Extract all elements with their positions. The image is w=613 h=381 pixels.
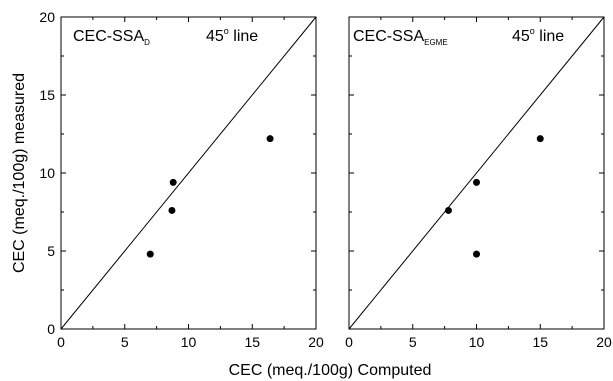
left-y-tick-label: 5	[47, 243, 55, 259]
left-y-tick-label: 20	[39, 9, 55, 25]
left-45-degree-line	[60, 16, 317, 330]
left-panel: 0 5 10 15 20 0 5 10 15 20 CEC-SSAD 45o line	[39, 9, 324, 350]
right-line-annotation: 45o line	[512, 26, 564, 45]
left-y-tick-label: 10	[39, 165, 55, 181]
left-panel-label: CEC-SSAD	[73, 28, 150, 47]
right-x-tick-label: 20	[596, 334, 612, 350]
right-45-degree-line	[348, 16, 605, 330]
right-x-tick-label: 5	[409, 334, 417, 350]
right-data-point	[536, 135, 544, 143]
left-x-tick-label: 10	[181, 334, 197, 350]
left-x-tick-label: 5	[121, 334, 129, 350]
right-x-tick-label: 0	[345, 334, 353, 350]
left-data-point	[169, 178, 177, 186]
left-data-point	[168, 206, 176, 214]
left-data-point	[146, 250, 154, 258]
right-x-tick-label: 10	[469, 334, 485, 350]
right-panel-label: CEC-SSAEGME	[353, 28, 448, 47]
left-x-tick-label: 20	[308, 334, 324, 350]
right-data-point	[444, 206, 452, 214]
left-data-point	[266, 135, 274, 143]
left-x-tick-label: 0	[57, 334, 65, 350]
left-x-tick-label: 15	[244, 334, 260, 350]
right-data-point	[473, 178, 480, 186]
right-x-tick-label: 15	[532, 334, 548, 350]
left-line-annotation: 45o line	[206, 26, 258, 45]
x-axis-title: CEC (meq./100g) Computed	[229, 362, 432, 379]
left-y-tick-label: 15	[39, 87, 55, 103]
right-panel: 0 5 10 15 20 CEC-SSAEGME 45o line	[345, 16, 612, 350]
left-y-tick-label: 0	[47, 321, 55, 337]
right-data-point	[473, 250, 480, 258]
y-axis-title: CEC (meq./100g) measured	[11, 73, 28, 273]
